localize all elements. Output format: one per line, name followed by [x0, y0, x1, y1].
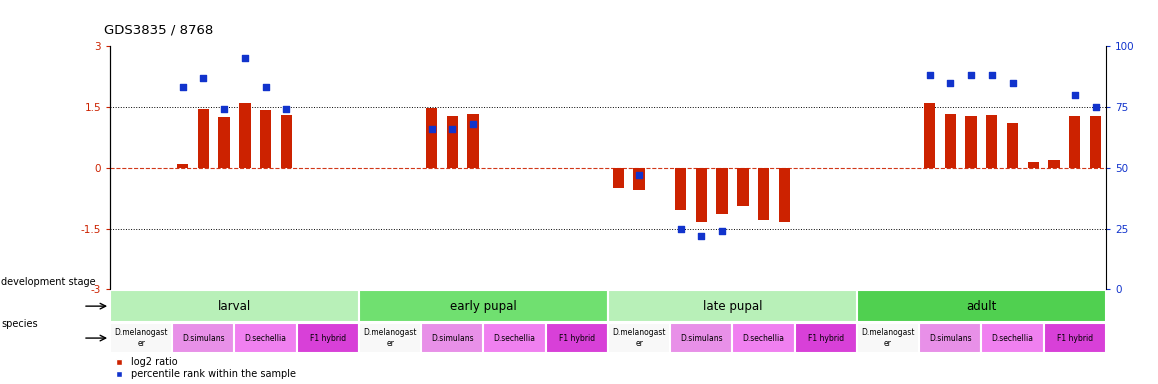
Bar [1027, 162, 1039, 168]
Point [1086, 104, 1105, 110]
Point [982, 72, 1001, 78]
Bar [1069, 116, 1080, 168]
Bar [987, 115, 997, 168]
Bar [296, 323, 359, 353]
Bar [259, 110, 271, 168]
Point [1065, 92, 1084, 98]
Text: F1 hybrid: F1 hybrid [1057, 334, 1093, 343]
Point [921, 72, 939, 78]
Bar [234, 323, 296, 353]
Bar [608, 290, 857, 322]
Text: early pupal: early pupal [450, 300, 516, 313]
Bar [738, 168, 748, 206]
Text: F1 hybrid: F1 hybrid [559, 334, 595, 343]
Bar [670, 323, 732, 353]
Bar [966, 116, 976, 168]
Bar [1043, 323, 1106, 353]
Bar [794, 323, 857, 353]
Text: adult: adult [966, 300, 997, 313]
Text: F1 hybrid: F1 hybrid [310, 334, 346, 343]
Bar [778, 168, 790, 222]
Bar [177, 164, 189, 168]
Point [692, 233, 711, 239]
Bar [608, 323, 670, 353]
Text: species: species [1, 319, 38, 329]
Text: D.sechellia: D.sechellia [991, 334, 1034, 343]
Text: D.sechellia: D.sechellia [493, 334, 536, 343]
Text: F1 hybrid: F1 hybrid [808, 334, 844, 343]
Point [630, 172, 648, 178]
Point [277, 106, 295, 113]
Bar [1006, 123, 1018, 168]
Bar [110, 290, 359, 322]
Bar [717, 168, 727, 214]
Bar [924, 103, 936, 168]
Text: D.simulans: D.simulans [680, 334, 723, 343]
Text: D.simulans: D.simulans [182, 334, 225, 343]
Bar [757, 168, 769, 220]
Bar [1048, 161, 1060, 168]
Text: D.sechellia: D.sechellia [244, 334, 287, 343]
Bar [613, 168, 624, 188]
Point [672, 225, 690, 232]
Bar [857, 290, 1106, 322]
Point [444, 126, 462, 132]
Bar [280, 115, 292, 168]
Point [941, 79, 960, 86]
Bar [359, 323, 422, 353]
Text: D.melanogast
er: D.melanogast er [862, 328, 915, 348]
Point [256, 84, 274, 91]
Text: GDS3835 / 8768: GDS3835 / 8768 [104, 23, 213, 36]
Bar [447, 116, 459, 168]
Bar [675, 168, 687, 210]
Bar [945, 114, 957, 168]
Bar [919, 323, 981, 353]
Bar [359, 290, 608, 322]
Text: D.melanogast
er: D.melanogast er [364, 328, 417, 348]
Point [174, 84, 192, 91]
Bar [981, 323, 1043, 353]
Text: D.simulans: D.simulans [929, 334, 972, 343]
Bar [633, 168, 645, 190]
Bar [732, 323, 794, 353]
Bar [110, 323, 173, 353]
Bar [1090, 116, 1101, 168]
Text: D.simulans: D.simulans [431, 334, 474, 343]
Bar [483, 323, 545, 353]
Bar [198, 109, 210, 168]
Bar [173, 323, 234, 353]
Bar [857, 323, 919, 353]
Bar [545, 323, 608, 353]
Point [195, 74, 213, 81]
Bar [219, 117, 229, 168]
Legend: log2 ratio, percentile rank within the sample: log2 ratio, percentile rank within the s… [109, 357, 296, 379]
Bar [696, 168, 708, 222]
Point [464, 121, 483, 127]
Point [713, 228, 732, 234]
Point [215, 106, 234, 113]
Point [1003, 79, 1021, 86]
Text: D.melanogast
er: D.melanogast er [613, 328, 666, 348]
Bar [468, 114, 478, 168]
Text: development stage: development stage [1, 277, 96, 287]
Text: larval: larval [218, 300, 251, 313]
Text: D.melanogast
er: D.melanogast er [115, 328, 168, 348]
Bar [426, 108, 438, 168]
Bar [240, 103, 250, 168]
Point [962, 72, 981, 78]
Point [235, 55, 254, 61]
Bar [422, 323, 484, 353]
Text: D.sechellia: D.sechellia [742, 334, 785, 343]
Point [423, 126, 441, 132]
Text: late pupal: late pupal [703, 300, 762, 313]
